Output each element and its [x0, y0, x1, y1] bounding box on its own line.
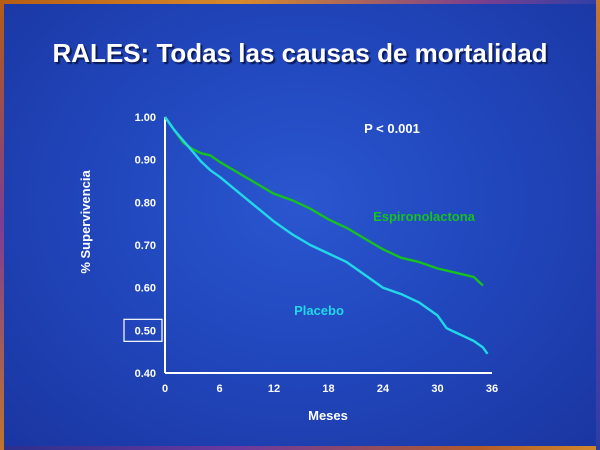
series-line-placebo — [164, 116, 489, 355]
x-tick-label: 30 — [431, 383, 443, 395]
highlight-box — [123, 318, 163, 342]
y-tick-label: 0.40 — [135, 368, 156, 380]
y-tick-label: 0.80 — [135, 197, 156, 209]
x-tick-label: 36 — [486, 383, 498, 395]
slide-edge-left — [0, 0, 4, 450]
series-label-espironolactona: Espironolactona — [373, 209, 476, 224]
x-axis-ticks: 0 6 12 18 24 30 36 — [162, 383, 498, 395]
y-tick-label: 1.00 — [135, 112, 156, 124]
slide-edge-right — [596, 0, 600, 450]
y-tick-label: 0.60 — [135, 283, 156, 295]
y-axis-label: % Supervivencia — [78, 170, 93, 274]
slide-edge-top — [0, 0, 600, 4]
x-axis-label: Meses — [308, 408, 348, 423]
p-value-annotation: P < 0.001 — [364, 121, 420, 136]
y-tick-label: 0.70 — [135, 240, 156, 252]
x-tick-label: 0 — [162, 383, 168, 395]
x-tick-label: 6 — [216, 383, 222, 395]
slide-title: RALES: Todas las causas de mortalidad — [52, 38, 548, 68]
series-line-espironolactona — [164, 116, 484, 287]
x-tick-label: 24 — [377, 383, 390, 395]
slide-edge-bottom — [0, 446, 600, 450]
x-tick-label: 12 — [268, 383, 280, 395]
y-axis-ticks: 1.00 0.90 0.80 0.70 0.60 0.50 0.40 — [123, 112, 163, 380]
y-tick-label: 0.50 — [135, 325, 156, 337]
x-tick-label: 18 — [322, 383, 334, 395]
y-tick-label: 0.90 — [135, 155, 156, 167]
series-label-placebo: Placebo — [294, 303, 344, 318]
series-lines — [164, 116, 489, 355]
